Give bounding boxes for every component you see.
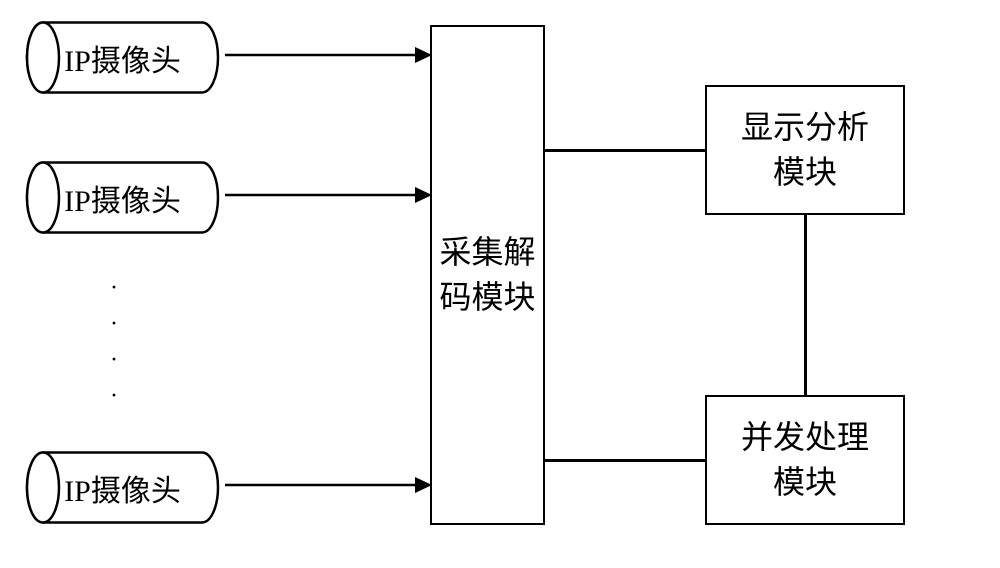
camera-node-1: IP摄像头 bbox=[25, 20, 220, 95]
concurrent-module: 并发处理 模块 bbox=[705, 395, 905, 525]
display-module: 显示分析 模块 bbox=[705, 85, 905, 215]
camera-node-2: IP摄像头 bbox=[25, 160, 220, 235]
display-label: 显示分析 模块 bbox=[741, 105, 869, 195]
camera-node-3: IP摄像头 bbox=[25, 450, 220, 525]
decoder-label: 采集解 码模块 bbox=[439, 230, 535, 320]
decoder-module: 采集解 码模块 bbox=[430, 25, 545, 525]
arrow-3 bbox=[220, 470, 435, 500]
line-decoder-display bbox=[545, 149, 705, 152]
concurrent-label: 并发处理 模块 bbox=[741, 415, 869, 505]
camera-label-3: IP摄像头 bbox=[64, 466, 181, 510]
line-display-concurrent bbox=[804, 215, 807, 395]
camera-label-2: IP摄像头 bbox=[64, 176, 181, 220]
camera-label-1: IP摄像头 bbox=[64, 36, 181, 80]
arrow-2 bbox=[220, 180, 435, 210]
ellipsis-dots: · · · · bbox=[110, 270, 118, 414]
arrow-1 bbox=[220, 40, 435, 70]
line-decoder-concurrent bbox=[545, 459, 705, 462]
